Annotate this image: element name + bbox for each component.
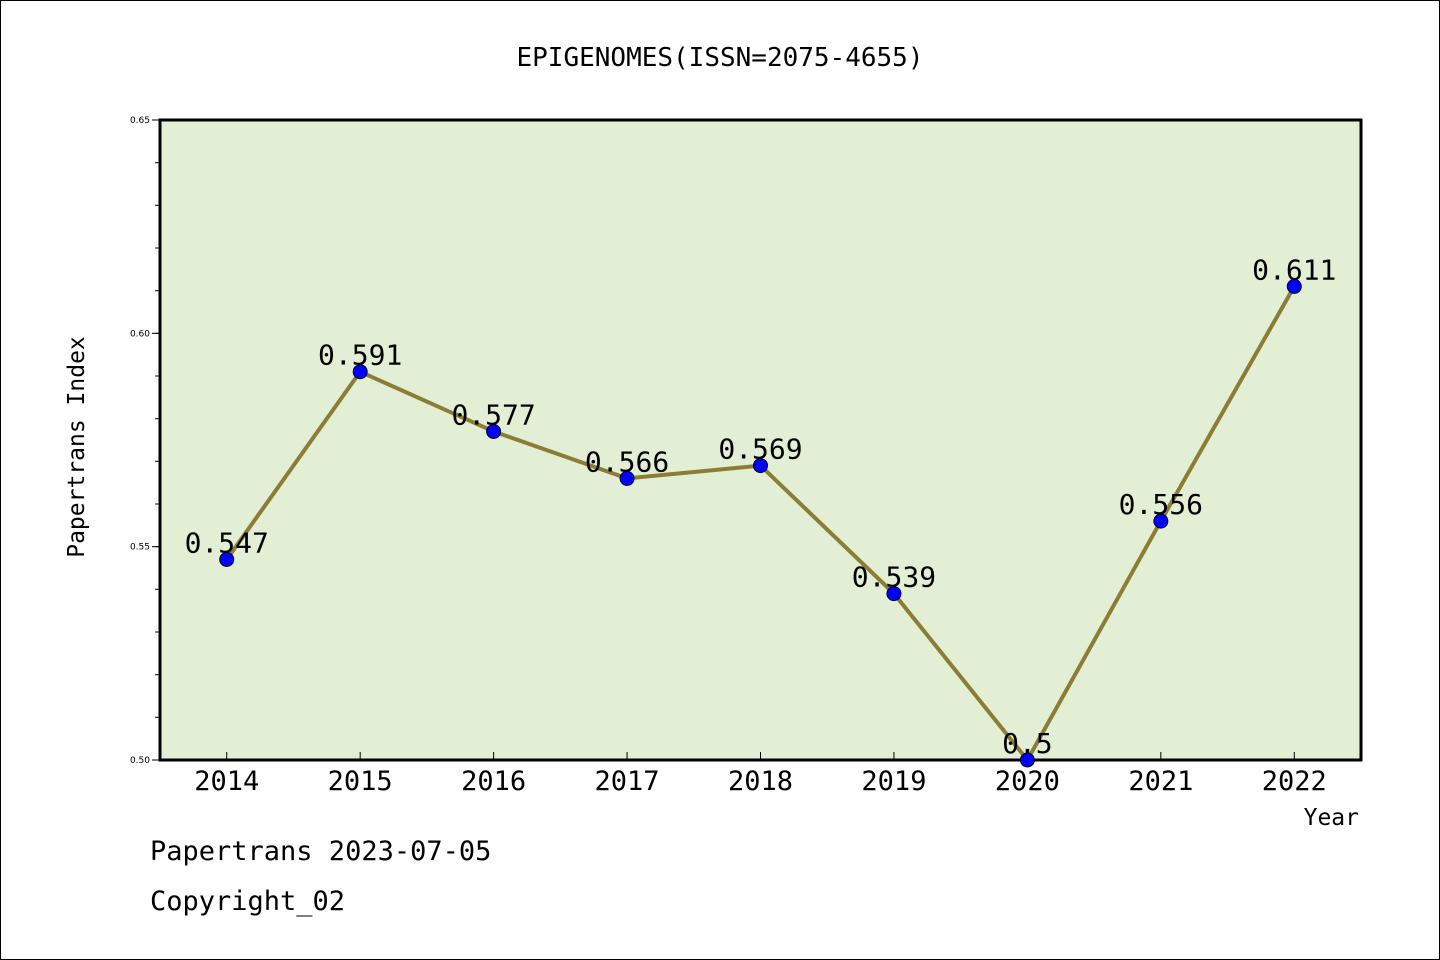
x-tick-label: 2015 [328, 766, 393, 797]
data-label: 0.556 [1119, 488, 1203, 521]
data-point [219, 551, 235, 567]
x-tick-label: 2020 [995, 766, 1060, 797]
data-point [1019, 752, 1035, 768]
data-label: 0.547 [185, 526, 269, 559]
x-axis-label: Year [1304, 805, 1359, 831]
x-tick-label: 2016 [461, 766, 526, 797]
y-tick-label: 0.55 [130, 543, 150, 553]
plot-area [158, 118, 1363, 762]
x-tick-label: 2017 [595, 766, 660, 797]
x-axis-ticks: 2014 2015 2016 2017 2018 2019 2020 2021 2022 [194, 752, 1327, 797]
data-label: 0.611 [1252, 253, 1336, 286]
x-tick-label: 2021 [1128, 766, 1193, 797]
data-label: 0.5 [1002, 727, 1053, 760]
series-markers [219, 278, 1302, 768]
y-tick-label: 0.65 [130, 116, 150, 126]
y-axis-label: Papertrans Index [64, 336, 90, 558]
data-label: 0.539 [852, 561, 936, 594]
x-tick-label: 2022 [1262, 766, 1327, 797]
chart-title: EPIGENOMES(ISSN=2075-4655) [517, 43, 924, 73]
x-tick-label: 2019 [861, 766, 926, 797]
data-point [1286, 278, 1302, 294]
y-axis-ticks: 0.50 0.55 0.60 0.65 [130, 116, 160, 766]
data-point [352, 364, 368, 380]
x-tick-label: 2014 [194, 766, 259, 797]
data-label: 0.566 [585, 445, 669, 478]
data-point [1153, 513, 1169, 529]
data-point [486, 423, 502, 439]
data-point [753, 458, 768, 474]
x-tick-label: 2018 [728, 766, 793, 797]
footer-date: Papertrans 2023-07-05 [150, 836, 492, 867]
data-label: 0.577 [451, 398, 535, 431]
data-point [886, 586, 902, 602]
data-point [619, 470, 635, 486]
y-tick-label: 0.60 [130, 329, 150, 339]
y-tick-label: 0.50 [130, 756, 150, 766]
footer-copyright: Copyright_02 [150, 886, 346, 917]
data-label: 0.569 [718, 433, 802, 466]
data-labels: 0.547 0.591 0.577 0.566 0.569 0.539 0.5 0.556 0.… [185, 253, 1337, 760]
data-label: 0.591 [318, 339, 402, 372]
